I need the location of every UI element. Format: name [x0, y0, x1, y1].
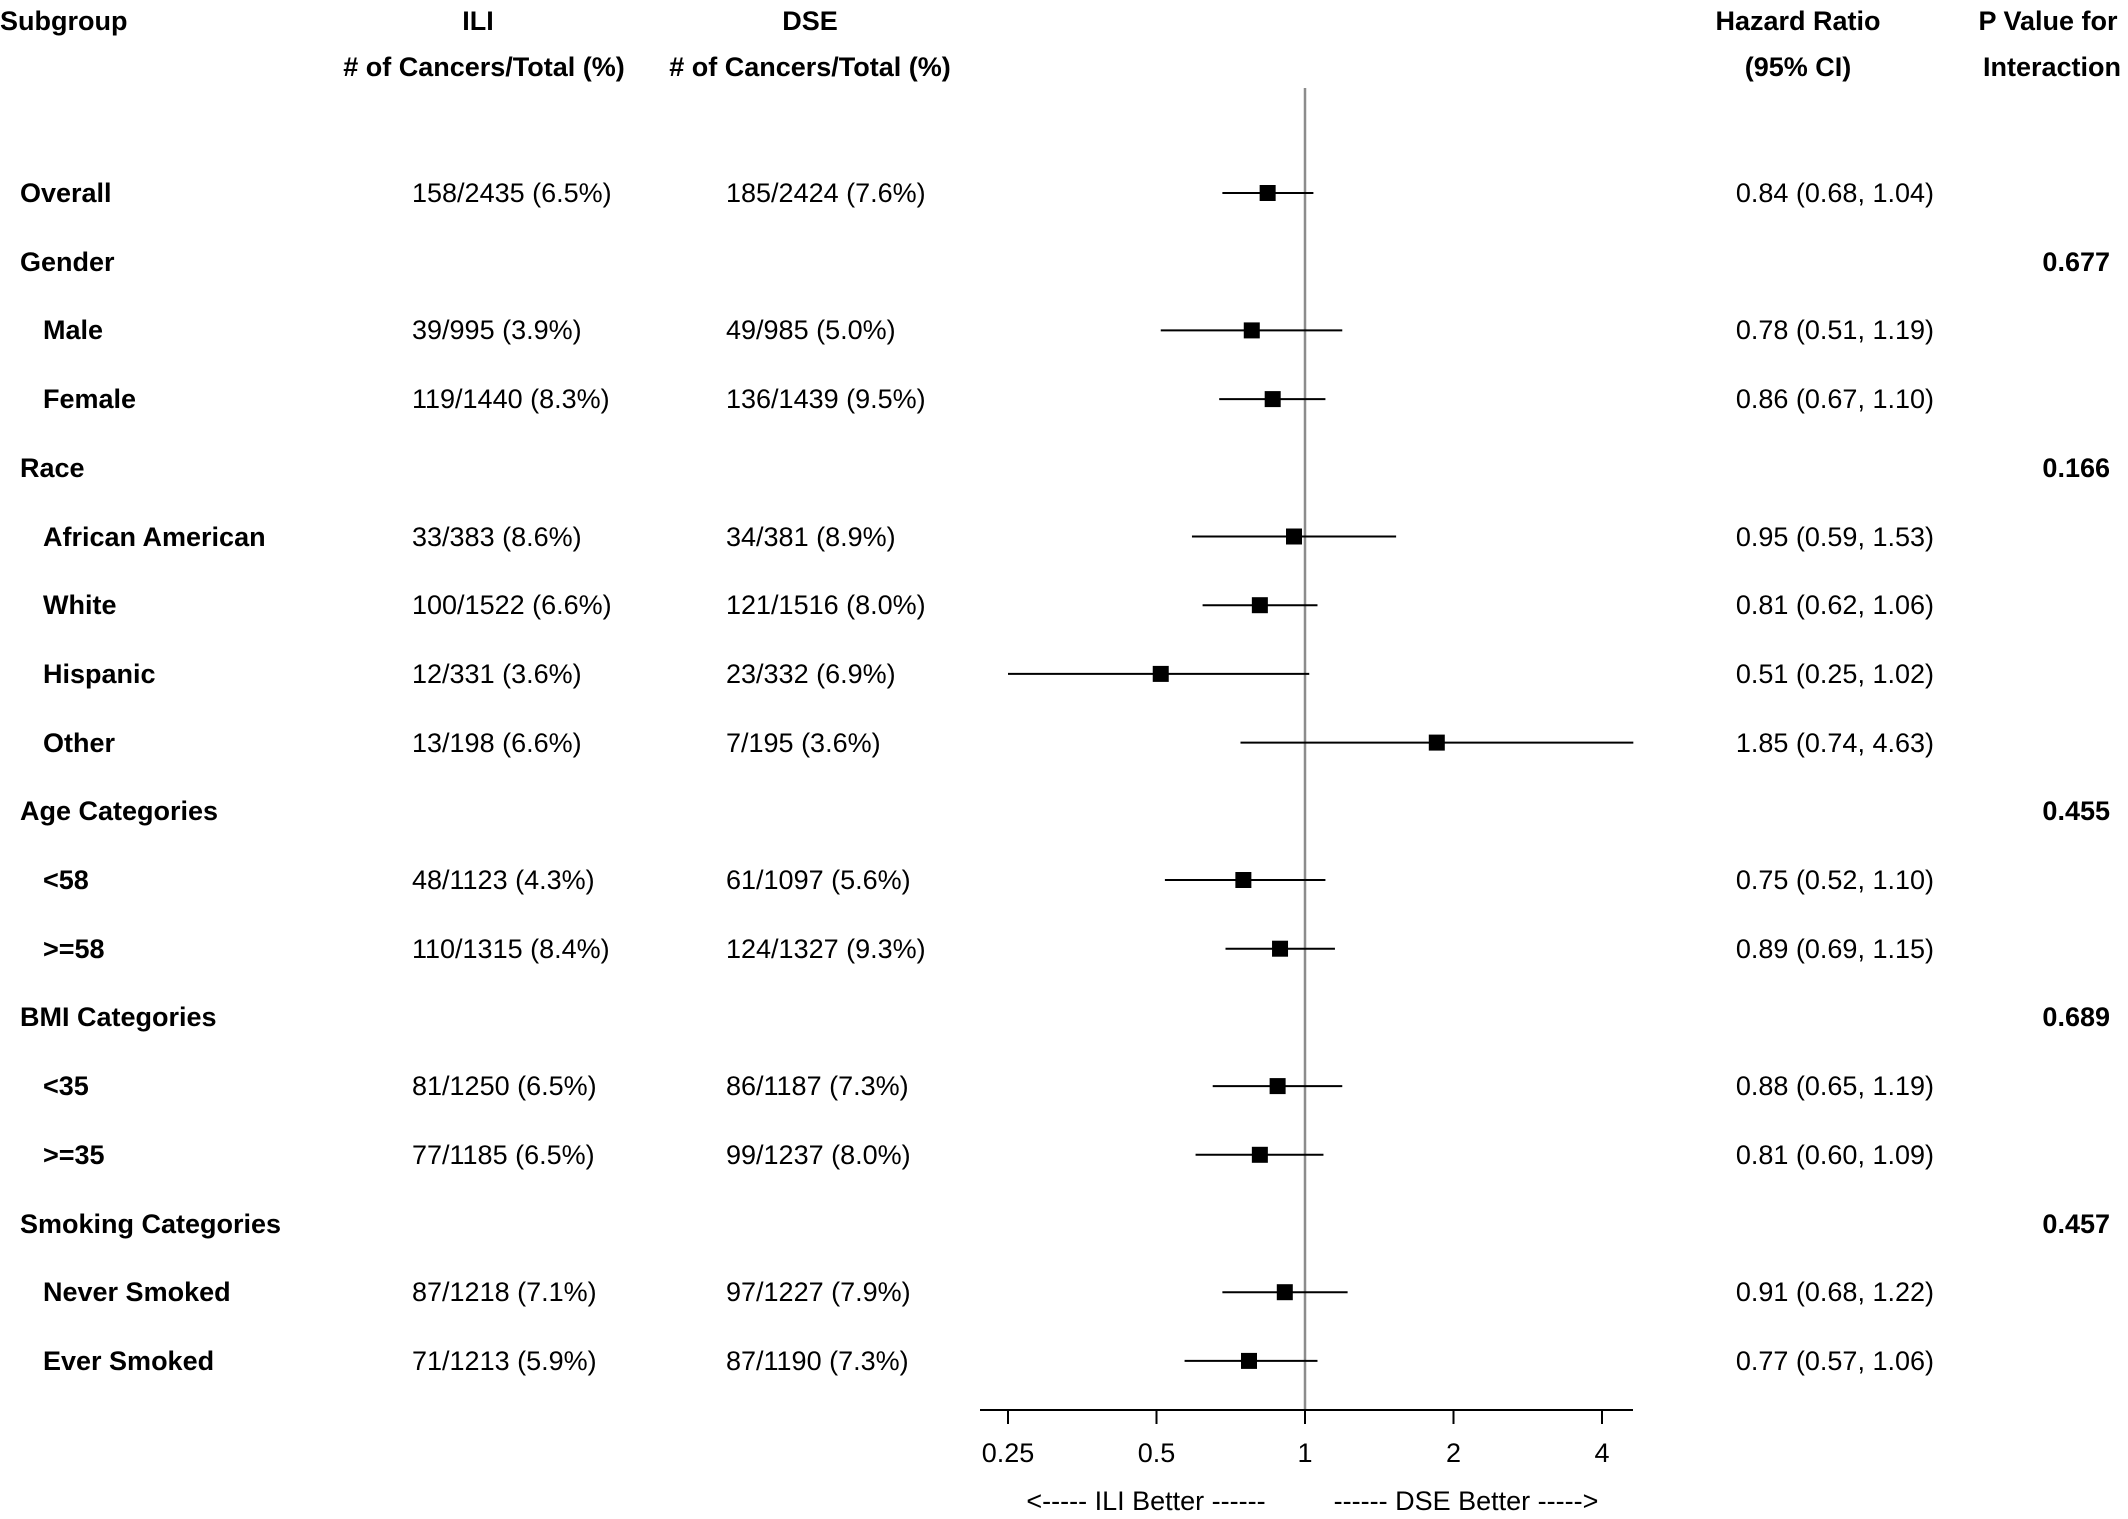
- header-dse-subtitle: # of Cancers/Total (%): [669, 52, 951, 82]
- dse-count: 23/332 (6.9%): [726, 658, 896, 689]
- dse-count: 7/195 (3.6%): [726, 727, 881, 758]
- hazard-ratio-text: 0.78 (0.51, 1.19): [1735, 315, 1934, 346]
- hazard-ratio-marker: [1428, 734, 1445, 751]
- header-dse-title: DSE: [782, 6, 838, 36]
- subgroup-label: Hispanic: [43, 658, 156, 689]
- subgroup-label: Ever Smoked: [43, 1345, 215, 1376]
- subgroup-label: >=35: [43, 1139, 105, 1170]
- subgroup-label: African American: [43, 521, 266, 552]
- ili-count: 33/383 (8.6%): [412, 521, 582, 552]
- hazard-ratio-marker: [1264, 391, 1281, 408]
- group-label: Age Categories: [20, 796, 219, 827]
- ili-count: 119/1440 (8.3%): [412, 384, 610, 415]
- p-value-text: 0.677: [2042, 246, 2110, 277]
- hazard-ratio-marker: [1276, 1284, 1293, 1301]
- hazard-ratio-marker: [1286, 528, 1303, 545]
- subgroup-label: >=58: [43, 933, 105, 964]
- hazard-ratio-text: 0.81 (0.62, 1.06): [1735, 590, 1934, 621]
- ili-count: 12/331 (3.6%): [412, 658, 582, 689]
- ili-better-label: <----- ILI Better ------: [1026, 1486, 1266, 1516]
- ili-count: 87/1218 (7.1%): [412, 1277, 597, 1308]
- header-p-subtitle: Interaction: [1982, 52, 2122, 82]
- hazard-ratio-marker: [1243, 322, 1260, 339]
- hazard-ratio-text: 0.86 (0.67, 1.10): [1735, 384, 1934, 415]
- subgroup-label: Other: [43, 727, 116, 758]
- hazard-ratio-marker: [1241, 1352, 1258, 1369]
- dse-count: 121/1516 (8.0%): [726, 590, 926, 621]
- x-tick-label: 4: [1594, 1438, 1610, 1468]
- dse-count: 124/1327 (9.3%): [726, 933, 926, 964]
- dse-count: 185/2424 (7.6%): [726, 178, 926, 208]
- hazard-ratio-marker: [1251, 597, 1268, 614]
- group-label: Gender: [20, 246, 115, 277]
- hazard-ratio-text: 1.85 (0.74, 4.63): [1735, 727, 1934, 758]
- p-value-text: 0.689: [2042, 1002, 2110, 1033]
- dse-count: 86/1187 (7.3%): [726, 1071, 909, 1102]
- hazard-ratio-text: 0.75 (0.52, 1.10): [1735, 865, 1934, 895]
- hazard-ratio-marker: [1269, 1078, 1286, 1095]
- ili-count: 71/1213 (5.9%): [412, 1345, 597, 1376]
- ili-count: 13/198 (6.6%): [412, 727, 582, 758]
- dse-count: 99/1237 (8.0%): [726, 1139, 911, 1170]
- header-p-title: P Value for: [1978, 6, 2118, 36]
- x-tick-label: 1: [1297, 1438, 1313, 1468]
- subgroup-label: White: [43, 590, 117, 621]
- hazard-ratio-text: 0.91 (0.68, 1.22): [1735, 1277, 1934, 1308]
- group-label: BMI Categories: [20, 1002, 217, 1033]
- p-value-text: 0.455: [2042, 796, 2110, 827]
- ili-count: 39/995 (3.9%): [412, 315, 582, 346]
- group-label: Overall: [20, 178, 112, 208]
- x-tick-label: 2: [1445, 1438, 1462, 1468]
- subgroup-label: Never Smoked: [43, 1277, 231, 1308]
- hazard-ratio-text: 0.81 (0.60, 1.09): [1735, 1139, 1934, 1170]
- hazard-ratio-text: 0.88 (0.65, 1.19): [1735, 1071, 1934, 1102]
- p-value-text: 0.166: [2042, 452, 2110, 483]
- subgroup-label: <35: [43, 1071, 89, 1102]
- ili-count: 158/2435 (6.5%): [412, 178, 612, 208]
- hazard-ratio-text: 0.84 (0.68, 1.04): [1735, 178, 1934, 208]
- header-subgroup: Subgroup: [0, 6, 128, 36]
- hazard-ratio-text: 0.77 (0.57, 1.06): [1735, 1345, 1934, 1376]
- header-ili-subtitle: # of Cancers/Total (%): [343, 52, 625, 82]
- x-tick-label: 0.5: [1137, 1438, 1176, 1468]
- ili-count: 48/1123 (4.3%): [412, 865, 595, 895]
- header-ili-title: ILI: [462, 6, 494, 36]
- dse-count: 87/1190 (7.3%): [726, 1345, 909, 1376]
- group-label: Race: [20, 452, 85, 483]
- ili-count: 110/1315 (8.4%): [412, 933, 610, 964]
- hazard-ratio-text: 0.95 (0.59, 1.53): [1735, 521, 1934, 552]
- hazard-ratio-marker: [1259, 185, 1276, 201]
- dse-count: 49/985 (5.0%): [726, 315, 896, 346]
- hazard-ratio-marker: [1235, 872, 1252, 888]
- hazard-ratio-text: 0.89 (0.69, 1.15): [1735, 933, 1934, 964]
- subgroup-label: Male: [43, 315, 104, 346]
- dse-count: 97/1227 (7.9%): [726, 1277, 911, 1308]
- hazard-ratio-marker: [1152, 665, 1169, 682]
- dse-count: 61/1097 (5.6%): [726, 865, 911, 895]
- ili-count: 100/1522 (6.6%): [412, 590, 612, 621]
- header-hr-subtitle: (95% CI): [1744, 52, 1852, 82]
- ili-count: 81/1250 (6.5%): [412, 1071, 597, 1102]
- p-value-text: 0.457: [2042, 1208, 2110, 1239]
- subgroup-label: Female: [43, 384, 137, 415]
- dse-count: 136/1439 (9.5%): [726, 384, 926, 415]
- x-tick-label: 0.25: [981, 1438, 1035, 1468]
- header-hr-title: Hazard Ratio: [1715, 6, 1881, 36]
- dse-count: 34/381 (8.9%): [726, 521, 896, 552]
- ili-count: 77/1185 (6.5%): [412, 1139, 595, 1170]
- hazard-ratio-text: 0.51 (0.25, 1.02): [1735, 658, 1934, 689]
- hazard-ratio-marker: [1251, 1146, 1268, 1163]
- hazard-ratio-marker: [1272, 940, 1289, 957]
- subgroup-label: <58: [43, 865, 89, 895]
- dse-better-label: ------ DSE Better ----->: [1333, 1486, 1599, 1516]
- group-label: Smoking Categories: [20, 1208, 282, 1239]
